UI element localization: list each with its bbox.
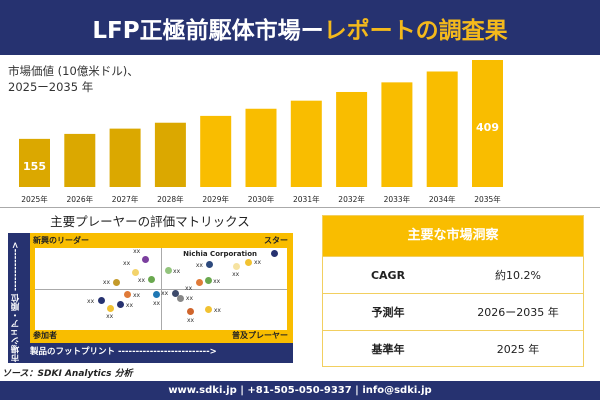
x-tick-label: 2031年 <box>293 194 320 204</box>
y-axis-label: 市場価値 (10億米ドル)、 2025ー2035 年 <box>8 63 139 95</box>
player-label: xx <box>253 259 262 267</box>
title-main: LFP正極前駆体市場 <box>92 18 301 44</box>
insights-title: 主要な市場洞察 <box>323 216 583 256</box>
quadrant-participants: 参加者 <box>33 331 57 340</box>
player-dot <box>195 278 203 286</box>
player-label: xx <box>106 313 114 321</box>
player-dot <box>124 291 132 299</box>
player-dot <box>106 304 114 312</box>
quadrant-pervasive-players: 普及プレーヤー <box>232 331 288 340</box>
x-tick-label: 2034年 <box>429 194 456 204</box>
x-tick-label: 2027年 <box>112 194 139 204</box>
y-label-2: 2025ー2035 年 <box>8 80 94 94</box>
player-label: xx <box>186 316 195 324</box>
quadrant-stars: スター <box>264 236 288 245</box>
vertical-midline <box>161 248 162 330</box>
player-dot <box>131 268 139 276</box>
y-label-1: 市場価値 (10億米ドル)、 <box>8 64 139 78</box>
player-label: xx <box>185 285 193 293</box>
bar <box>336 91 368 187</box>
bar <box>154 122 186 187</box>
player-label: xx <box>123 260 131 268</box>
player-dot <box>117 301 125 309</box>
row-value: 2025 年 <box>496 343 540 356</box>
row-key: 基準年 <box>371 343 405 356</box>
table-row: CAGR 約10.2% <box>323 256 583 293</box>
player-label: xx <box>87 297 95 305</box>
player-dot <box>204 277 212 285</box>
bar <box>19 138 50 187</box>
title-accent: レポートの調査果 <box>323 18 508 44</box>
table-row: 予測年 2026ー2035 年 <box>323 293 583 330</box>
player-dot <box>177 294 185 302</box>
data-label: 409 <box>476 121 499 134</box>
table-row: 基準年 2025 年 <box>323 330 583 367</box>
x-tick-label: 2032年 <box>338 194 365 204</box>
player-dot <box>206 261 214 269</box>
x-tick-label: 2026年 <box>67 194 94 204</box>
x-axis-product-footprint: 製品のフットプリント --------------------------> <box>30 347 217 357</box>
x-tick-label: 2029年 <box>202 194 229 204</box>
player-dot <box>113 278 121 286</box>
player-label: xx <box>185 295 194 303</box>
source-note: ソース：SDKI Analytics 分析 <box>2 369 133 379</box>
title-dash: ー <box>300 18 324 44</box>
player-dot <box>153 291 161 299</box>
player-label: xx <box>195 261 203 269</box>
bar <box>381 82 413 187</box>
bar <box>109 128 141 187</box>
bar <box>64 133 96 187</box>
player-label: xx <box>213 277 221 285</box>
x-tick-label: 2033年 <box>384 194 411 204</box>
player-label: xx <box>173 267 181 275</box>
player-label: xx <box>137 276 146 284</box>
player-dot <box>171 289 179 297</box>
data-label: 155 <box>23 160 46 173</box>
x-tick-label: 2030年 <box>248 194 275 204</box>
footer-contact: www.sdki.jp | +81-505-050-9337 | info@sd… <box>0 381 600 400</box>
row-key: CAGR <box>370 268 406 282</box>
player-label: xx <box>161 290 169 298</box>
insights-table: 主要な市場洞察 CAGR 約10.2% 予測年 2026ー2035 年 基準年 202… <box>322 215 584 367</box>
player-dot <box>205 306 213 314</box>
matrix-plot: Nichia Corporation xx xx xx xx xx xx xx xx xx xx x… <box>35 248 287 330</box>
divider <box>0 207 600 208</box>
bar <box>472 60 503 187</box>
player-dot <box>232 262 240 270</box>
row-value: 約10.2% <box>495 269 541 282</box>
player-label: xx <box>152 299 161 307</box>
player-dot <box>271 249 279 257</box>
y-axis-market-share: 市場シェア・順位 ------------> <box>11 241 21 362</box>
matrix-title: 主要プレーヤーの評価マトリックス <box>50 214 250 229</box>
player-label: xx <box>132 291 141 299</box>
player-dot <box>164 267 172 275</box>
row-key: 予測年 <box>371 306 405 319</box>
player-dot <box>245 258 253 266</box>
bar <box>426 71 458 187</box>
player-label: xx <box>232 271 240 279</box>
player-dot <box>141 256 149 264</box>
bar <box>290 100 322 187</box>
player-dot <box>97 297 105 305</box>
quadrant-emerging-leaders: 新興のリーダー <box>33 236 89 245</box>
row-value: 2026ー2035 年 <box>477 306 559 319</box>
header-title: LFP正極前駆体市場ーレポートの調査果 <box>0 0 600 55</box>
player-dot <box>148 276 156 284</box>
player-label: xx <box>102 279 110 287</box>
bar <box>200 115 232 187</box>
player-label: xx <box>133 247 141 255</box>
x-tick-label: 2035年 <box>474 194 501 204</box>
bar-chart: 2025年 155 2026年 2027年 2028年 2029年 2030年 2031年 20… <box>19 60 503 204</box>
x-tick-label: 2028年 <box>157 194 184 204</box>
player-label: xx <box>125 301 134 309</box>
x-tick-label: 2025年 <box>21 194 48 204</box>
player-dot <box>187 308 195 316</box>
bar <box>245 108 277 187</box>
player-label: xx <box>213 306 221 314</box>
highlight-company: Nichia Corporation <box>183 250 257 258</box>
